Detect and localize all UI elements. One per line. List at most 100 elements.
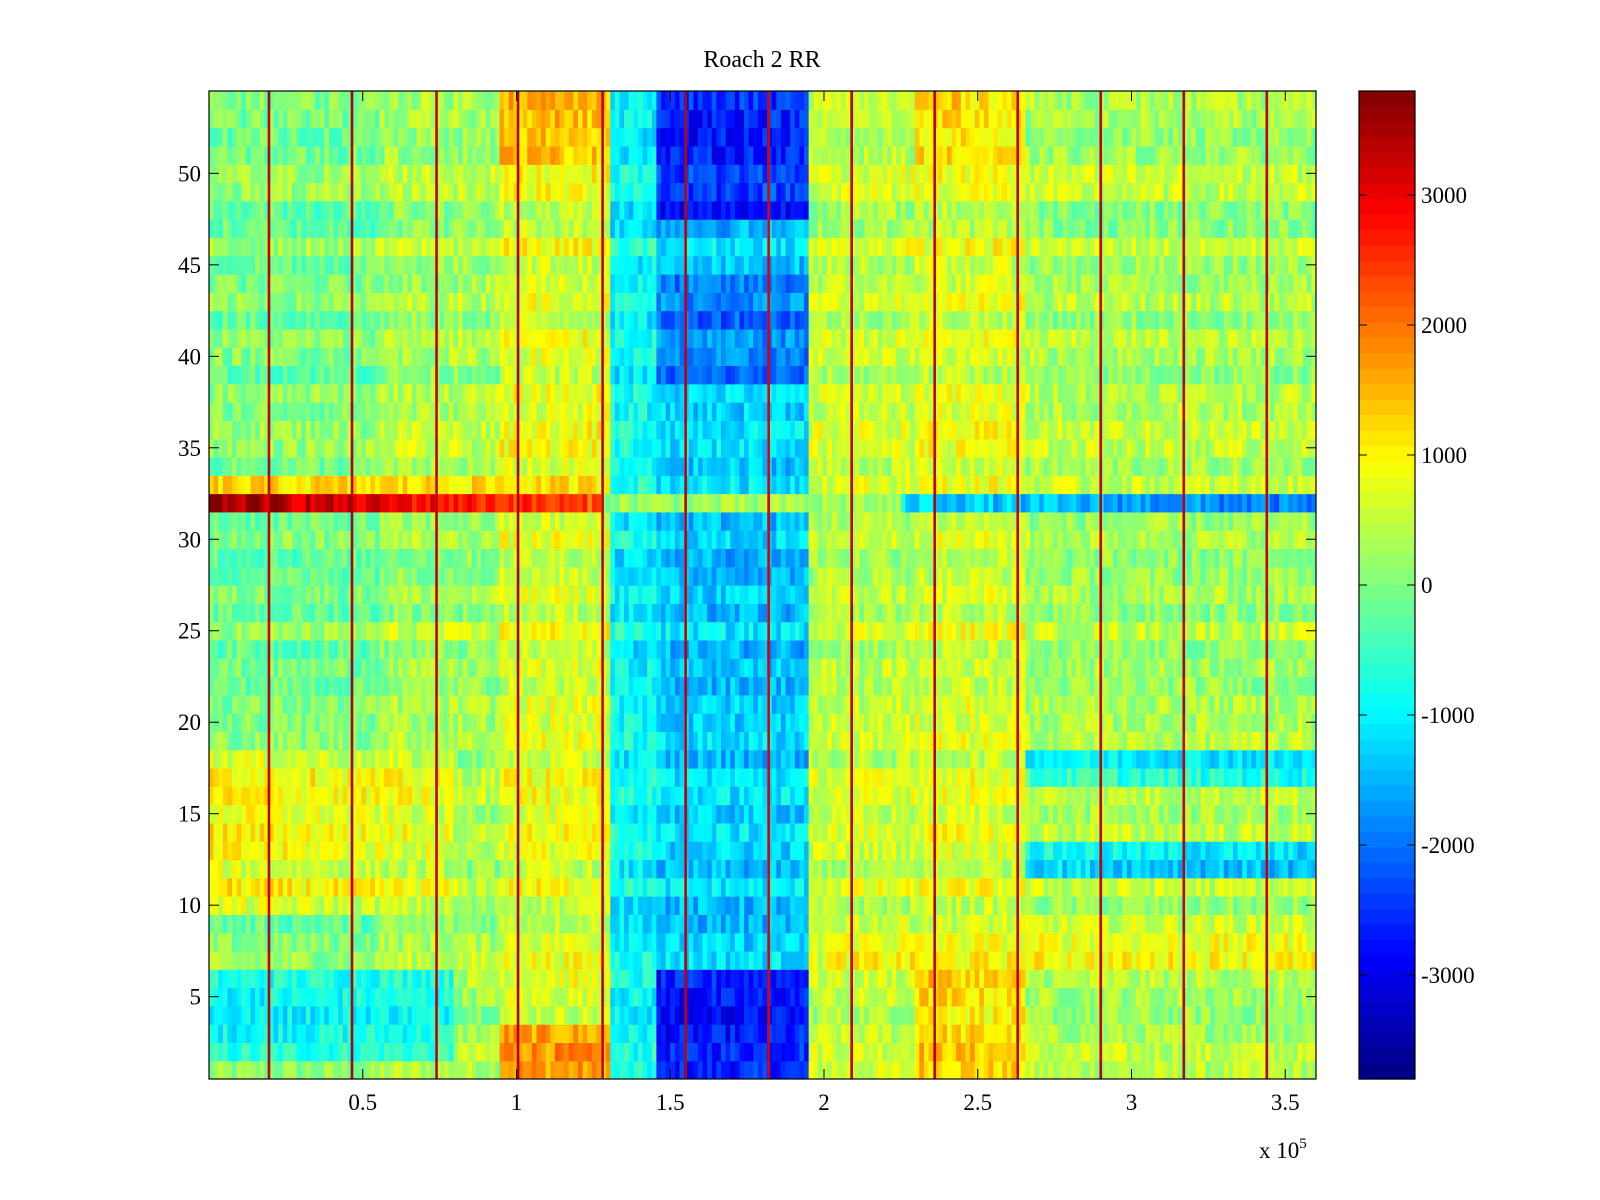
heatmap-cell (305, 1024, 312, 1044)
heatmap-cell (241, 1060, 247, 1079)
heatmap-cell (564, 896, 570, 915)
heatmap-cell (282, 859, 289, 879)
heatmap-cell (1080, 786, 1086, 806)
heatmap-cell (485, 914, 491, 934)
heatmap-cell (656, 767, 662, 787)
heatmap-cell (388, 822, 395, 842)
heatmap-cell (1145, 713, 1151, 732)
heatmap-cell (1173, 1024, 1179, 1044)
heatmap-cell (697, 859, 704, 879)
heatmap-cell (1094, 841, 1100, 861)
heatmap-cell (785, 1024, 791, 1044)
heatmap-cell (983, 987, 990, 1007)
heatmap-cell (1256, 767, 1262, 787)
heatmap-cell (305, 1060, 312, 1079)
heatmap-cell (481, 932, 487, 952)
heatmap-cell (1297, 950, 1303, 970)
heatmap-cell (209, 1024, 215, 1044)
heatmap-cell (711, 896, 717, 915)
heatmap-cell (1306, 914, 1312, 934)
heatmap-cell (504, 987, 510, 1007)
heatmap-cell (1209, 713, 1216, 732)
heatmap-cell (1260, 877, 1266, 897)
heatmap-cell (1177, 877, 1183, 897)
heatmap-cell (351, 932, 358, 952)
heatmap-cell (910, 859, 916, 879)
heatmap-cell (545, 713, 551, 732)
heatmap-cell (1292, 822, 1299, 842)
heatmap-cell (315, 987, 321, 1007)
heatmap-cell (697, 1005, 704, 1025)
heatmap-cell (310, 694, 316, 714)
heatmap-cell (531, 749, 538, 769)
heatmap-cell (1274, 731, 1280, 751)
heatmap-cell (854, 767, 860, 787)
heatmap-cell (1168, 896, 1174, 915)
heatmap-cell (328, 932, 335, 952)
heatmap-cell (716, 914, 722, 934)
heatmap-cell (1209, 1042, 1216, 1062)
heatmap-cell (827, 932, 833, 952)
heatmap-cell (573, 822, 579, 842)
heatmap-cell (863, 914, 870, 934)
heatmap-cell (554, 859, 561, 879)
heatmap-cell (1034, 841, 1040, 861)
heatmap-cell (1311, 932, 1316, 952)
heatmap-cell (241, 932, 247, 952)
heatmap-cell (1228, 1005, 1234, 1025)
heatmap-cell (310, 950, 316, 970)
heatmap-cell (693, 694, 699, 714)
heatmap-cell (241, 896, 247, 915)
heatmap-cell (868, 1060, 874, 1079)
heatmap-cell (970, 731, 976, 751)
heatmap-cell (776, 859, 782, 879)
heatmap-cell (1256, 950, 1262, 970)
heatmap-cell (573, 969, 579, 989)
heatmap-cell (877, 914, 884, 934)
heatmap-cell (587, 786, 593, 806)
heatmap-cell (1228, 877, 1234, 897)
heatmap-cell (333, 1060, 339, 1079)
heatmap-cell (771, 932, 777, 952)
heatmap-cell (1237, 896, 1243, 915)
heatmap-cell (264, 822, 270, 842)
heatmap-cell (1085, 749, 1091, 769)
heatmap-cell (338, 896, 344, 915)
heatmap-cell (1126, 969, 1133, 989)
heatmap-cell (1283, 749, 1289, 769)
heatmap-cell (241, 713, 247, 732)
heatmap-cell (624, 749, 630, 769)
heatmap-cell (402, 767, 408, 787)
heatmap-cell (1043, 841, 1050, 861)
heatmap-cell (1159, 731, 1165, 751)
heatmap-cell (794, 1005, 800, 1025)
heatmap-cell (1025, 877, 1031, 897)
heatmap-cell (960, 877, 967, 897)
heatmap-cell (642, 877, 648, 897)
heatmap-cell (425, 731, 431, 751)
heatmap-cell (725, 694, 731, 714)
heatmap-cell (264, 914, 270, 934)
heatmap-cell (1302, 950, 1308, 970)
heatmap-cell (292, 914, 298, 934)
heatmap-cell (882, 877, 888, 897)
heatmap-cell (328, 969, 335, 989)
heatmap-cell (301, 1024, 307, 1044)
heatmap-cell (545, 786, 551, 806)
heatmap-cell (370, 713, 376, 732)
heatmap-cell (1030, 950, 1036, 970)
heatmap-cell (716, 731, 722, 751)
heatmap-cell (471, 1024, 478, 1044)
heatmap-cell (937, 1042, 943, 1062)
heatmap-cell (776, 841, 782, 861)
heatmap-cell (1292, 1060, 1299, 1079)
heatmap-cell (485, 713, 491, 732)
heatmap-cell (988, 877, 994, 897)
heatmap-cell (725, 841, 731, 861)
heatmap-cell (965, 950, 971, 970)
heatmap-cell (1043, 932, 1050, 952)
heatmap-cell (1219, 950, 1225, 970)
heatmap-cell (370, 822, 376, 842)
heatmap-cell (1214, 786, 1220, 806)
heatmap-cell (421, 877, 427, 897)
